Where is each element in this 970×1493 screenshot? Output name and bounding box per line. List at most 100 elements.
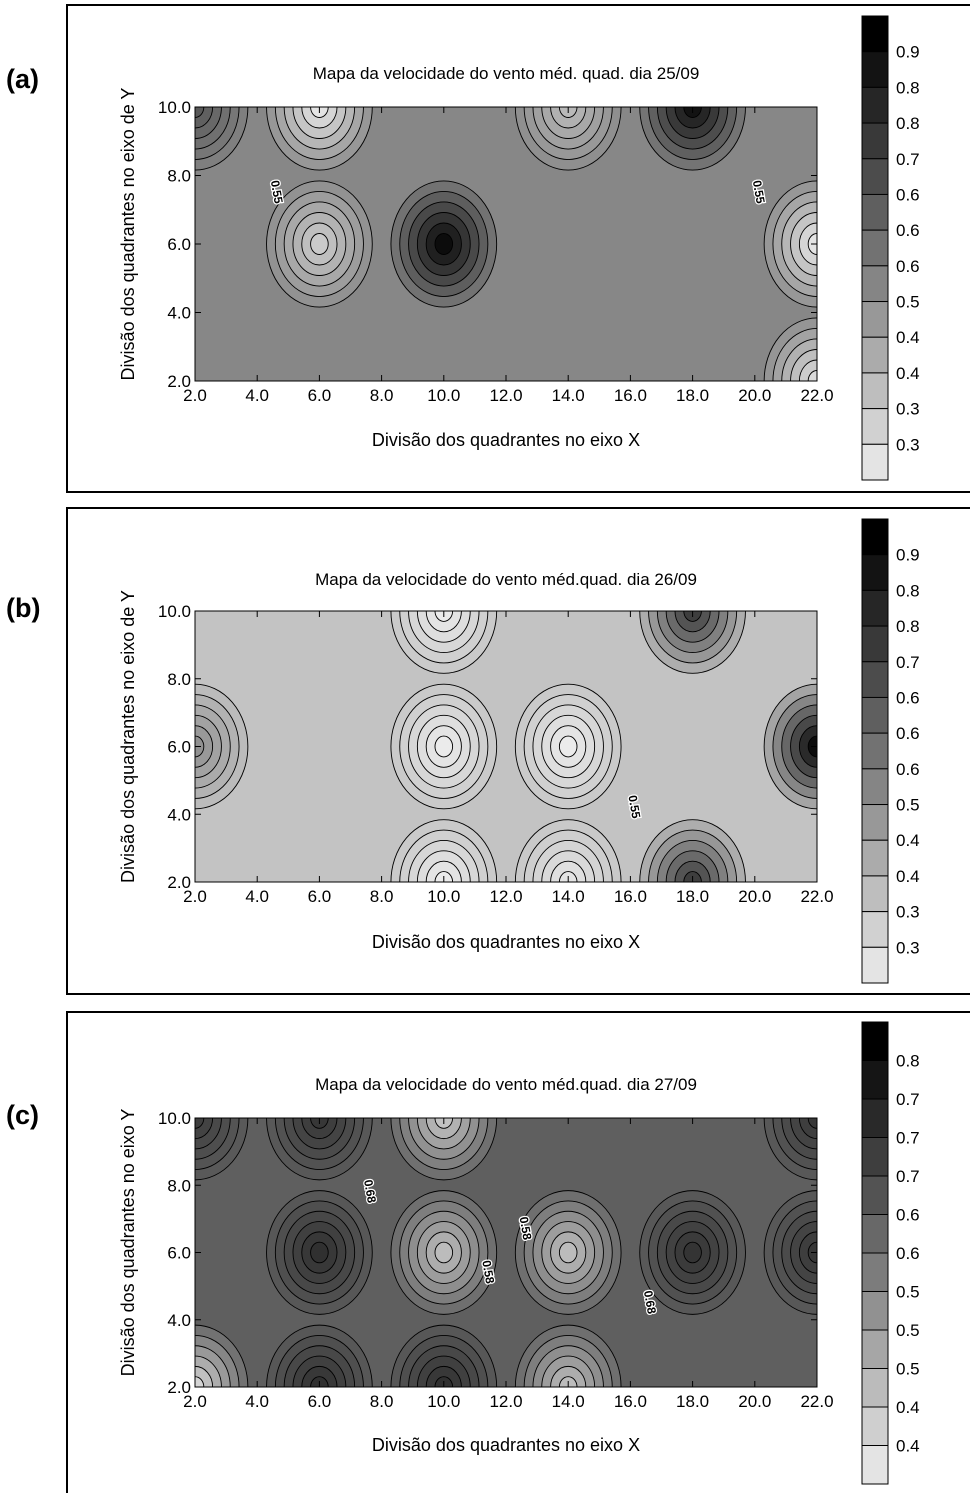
legend-label: 0.8 — [896, 617, 920, 636]
legend-swatch — [861, 1137, 889, 1177]
legend-swatch — [861, 1445, 889, 1485]
legend-swatch — [861, 875, 889, 913]
legend-swatch — [861, 443, 889, 481]
contour-band — [310, 233, 329, 255]
x-tick-label: 22.0 — [800, 887, 833, 906]
contour-band — [683, 1241, 702, 1264]
legend-label: 0.4 — [896, 328, 920, 347]
legend-swatch — [861, 696, 889, 734]
contour-label: 0.55 — [750, 179, 768, 205]
legend-swatch — [861, 229, 889, 267]
legend-label: 0.8 — [896, 1052, 920, 1071]
legend-label: 0.8 — [896, 78, 920, 97]
legend-label: 0.7 — [896, 653, 920, 672]
legend-swatch — [861, 122, 889, 160]
legend-swatch — [861, 1291, 889, 1331]
x-tick-label: 6.0 — [308, 386, 332, 405]
legend-swatch — [861, 554, 889, 591]
legend-swatch — [861, 1368, 889, 1408]
legend-swatch — [861, 625, 889, 663]
legend-swatch — [861, 1098, 889, 1138]
legend-swatch — [861, 15, 889, 53]
x-tick-label: 2.0 — [183, 386, 207, 405]
legend-swatch — [861, 1252, 889, 1292]
x-tick-label: 22.0 — [800, 386, 833, 405]
legend-label: 0.3 — [896, 938, 920, 957]
x-tick-label: 20.0 — [738, 887, 771, 906]
legend-label: 0.7 — [896, 150, 920, 169]
y-tick-label: 6.0 — [167, 1244, 191, 1263]
y-axis-label: Divisão dos quadrantes no eixo de Y — [118, 590, 138, 883]
x-tick-label: 16.0 — [614, 1392, 647, 1411]
legend-label: 0.4 — [896, 1437, 920, 1456]
y-tick-label: 8.0 — [167, 1176, 191, 1195]
x-tick-label: 22.0 — [800, 1392, 833, 1411]
x-tick-label: 4.0 — [245, 1392, 269, 1411]
contour-label: 0.68 — [641, 1290, 659, 1316]
contour-label: 0.68 — [361, 1179, 379, 1205]
contour-label: 0.58 — [479, 1259, 497, 1285]
legend-swatch — [861, 1060, 889, 1100]
contour-field — [195, 1118, 817, 1387]
x-tick-label: 2.0 — [183, 887, 207, 906]
legend-swatch — [861, 408, 889, 445]
legend-label: 0.4 — [896, 867, 920, 886]
x-tick-label: 20.0 — [738, 386, 771, 405]
y-axis-label: Divisão dos quadrantes no eixo Y — [118, 1109, 138, 1377]
legend-colorbar: 0.8 0.7 0.7 0.7 0.6 0.6 0.5 0.5 0.5 0.4 0.4 — [861, 1021, 920, 1485]
x-tick-label: 10.0 — [427, 386, 460, 405]
contour-label: 0.55 — [268, 179, 286, 205]
x-tick-label: 16.0 — [614, 887, 647, 906]
contour-label: 0.55 — [625, 794, 643, 820]
chart-1: 2.0 4.0 6.0 8.0 10.0 12.0 14.0 16.0 18.0 20.0 22.0… — [118, 518, 920, 984]
x-tick-label: 12.0 — [489, 1392, 522, 1411]
chart-frame-c — [66, 1011, 970, 1493]
legend-swatch — [861, 1406, 889, 1446]
contour-band — [434, 1241, 454, 1264]
y-tick-label: 4.0 — [167, 304, 191, 323]
legend-label: 0.6 — [896, 221, 920, 240]
legend-swatch — [861, 265, 889, 303]
x-axis-label: Divisão dos quadrantes no eixo X — [372, 932, 640, 952]
legend-swatch — [861, 372, 889, 410]
legend-swatch — [861, 86, 889, 124]
legend-swatch — [861, 768, 889, 806]
contour-band — [558, 1241, 578, 1264]
x-axis-label: Divisão dos quadrantes no eixo X — [372, 430, 640, 450]
contour-label: 0.58 — [517, 1216, 535, 1242]
x-tick-label: 8.0 — [370, 1392, 394, 1411]
legend-colorbar: 0.9 0.8 0.8 0.7 0.6 0.6 0.6 0.5 0.4 0.4 0.3 0.3 — [861, 518, 920, 984]
x-axis-label: Divisão dos quadrantes no eixo X — [372, 1435, 640, 1455]
chart-frame-b — [66, 507, 970, 995]
panel-label-b: (b) — [6, 593, 41, 623]
x-tick-label: 12.0 — [489, 887, 522, 906]
panel-label-a: (a) — [6, 64, 39, 94]
y-tick-label: 8.0 — [167, 670, 191, 689]
y-tick-label: 8.0 — [167, 167, 191, 186]
legend-swatch — [861, 732, 889, 770]
contour-band — [558, 735, 578, 758]
legend-swatch — [861, 336, 889, 374]
legend-label: 0.6 — [896, 257, 920, 276]
legend-swatch — [861, 158, 889, 195]
chart-title: Mapa da velocidade do vento méd.quad. di… — [315, 570, 697, 589]
contour-band — [434, 233, 454, 255]
y-tick-label: 6.0 — [167, 738, 191, 757]
x-tick-label: 14.0 — [552, 386, 585, 405]
legend-colorbar: 0.9 0.8 0.8 0.7 0.6 0.6 0.6 0.5 0.4 0.4 0.3 0.3 — [861, 15, 920, 481]
x-tick-label: 14.0 — [552, 1392, 585, 1411]
legend-swatch — [861, 911, 889, 948]
y-tick-label: 10.0 — [158, 98, 191, 117]
x-tick-label: 18.0 — [676, 1392, 709, 1411]
legend-label: 0.8 — [896, 114, 920, 133]
legend-label: 0.4 — [896, 364, 920, 383]
x-tick-label: 18.0 — [676, 386, 709, 405]
chart-2: 2.0 4.0 6.0 8.0 10.0 12.0 14.0 16.0 18.0 20.0 22.0… — [118, 1021, 920, 1485]
x-tick-label: 10.0 — [427, 1392, 460, 1411]
legend-swatch — [861, 661, 889, 698]
y-tick-label: 2.0 — [167, 1378, 191, 1397]
contour-band — [310, 1241, 329, 1264]
legend-swatch — [861, 1329, 889, 1369]
legend-swatch — [861, 193, 889, 231]
x-tick-label: 10.0 — [427, 887, 460, 906]
